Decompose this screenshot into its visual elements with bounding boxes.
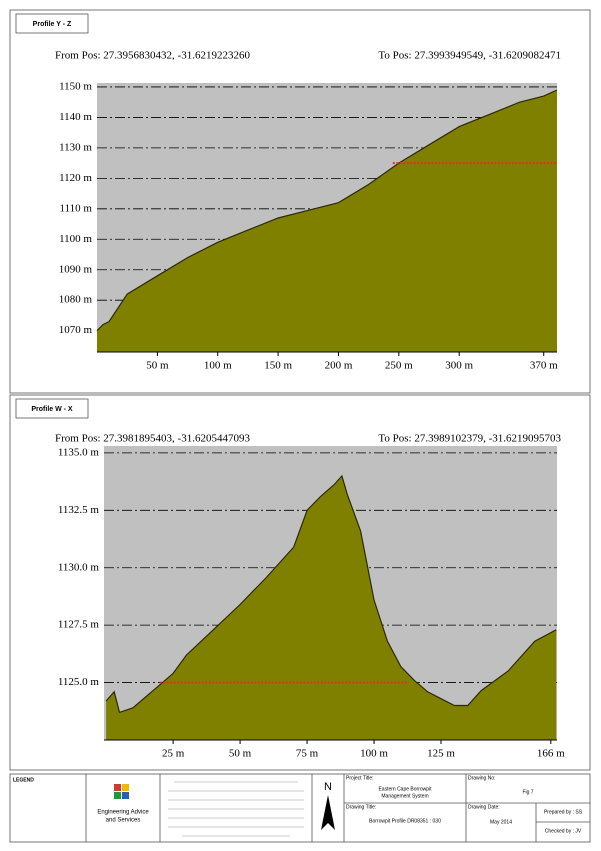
footer-box xyxy=(9,773,591,843)
from-position: From Pos: 27.3956830432, -31.6219223260 xyxy=(55,50,250,62)
x-tick-label: 50 m xyxy=(229,748,252,760)
x-tick-label: 200 m xyxy=(325,360,353,372)
company: and Services xyxy=(106,818,141,824)
north-arrow xyxy=(321,795,335,830)
panel-label: Profile Y - Z xyxy=(33,21,72,28)
legend-label: LEGEND xyxy=(13,777,34,783)
prepared-by: Prepared by : SS xyxy=(544,809,583,815)
y-tick-label: 1110 m xyxy=(60,202,93,214)
panel-label: Profile W - X xyxy=(31,406,73,413)
drawing-date: May 2014 xyxy=(490,819,512,825)
x-tick-label: 150 m xyxy=(264,360,292,372)
field-label: Drawing Title: xyxy=(346,804,376,810)
area xyxy=(96,89,558,332)
title-block: LEGEND Engineering Advice and Services N… xyxy=(9,773,591,843)
logo xyxy=(114,792,121,799)
x-tick-label: 100 m xyxy=(204,360,232,372)
y-tick-label: 1150 m xyxy=(59,80,92,92)
to-position: To Pos: 27.3989102379, -31.6219095703 xyxy=(378,433,561,445)
checked-by: Checked by : JV xyxy=(545,828,582,834)
disclaimer xyxy=(168,781,304,837)
x-tick-label: 250 m xyxy=(385,360,413,372)
panel-label-box xyxy=(15,398,89,419)
field-label: Project Title: xyxy=(346,775,374,781)
y-tick-label: 1135.0 m xyxy=(58,446,100,458)
x-tick-label: 370 m xyxy=(530,360,558,372)
y-tick-label: 1070 m xyxy=(59,324,93,336)
x-tick-label: 50 m xyxy=(146,360,169,372)
x-tick-label: 75 m xyxy=(296,748,319,760)
y-tick-label: 1132.5 m xyxy=(58,504,100,516)
logo xyxy=(114,784,121,791)
y-tick-label: 1125.0 m xyxy=(58,676,100,688)
x-tick-label: 100 m xyxy=(360,748,388,760)
panel xyxy=(9,9,591,394)
company: Engineering Advice xyxy=(97,810,149,816)
y-tick-label: 1130.0 m xyxy=(58,561,100,573)
project-title: Eastern Cape Borrowpit xyxy=(378,786,432,792)
y-tick-label: 1100 m xyxy=(59,233,92,245)
panel-label-box xyxy=(15,13,89,34)
y-tick-label: 1140 m xyxy=(59,111,92,123)
y-tick-label: 1127.5 m xyxy=(58,619,100,631)
panel xyxy=(9,394,591,771)
x-tick-label: 25 m xyxy=(162,748,185,760)
y-tick-label: 1080 m xyxy=(59,294,93,306)
from-position: From Pos: 27.3981895403, -31.6205447093 xyxy=(55,433,250,445)
x-tick-label: 125 m xyxy=(427,748,455,760)
area-fill xyxy=(106,475,557,740)
drawing-title: Borrowpit Profile DR08351 : 030 xyxy=(369,818,441,824)
logo xyxy=(122,792,129,799)
area xyxy=(105,474,557,714)
drawing-no: Fig 7 xyxy=(522,789,533,795)
y-tick-label: 1090 m xyxy=(59,263,93,275)
y-tick-label: 1130 m xyxy=(59,141,92,153)
x-tick-label: 166 m xyxy=(537,748,565,760)
project-title: Management System xyxy=(381,793,428,799)
logo xyxy=(122,784,129,791)
north-label: N xyxy=(324,781,332,793)
area-fill xyxy=(97,90,557,352)
y-tick-label: 1120 m xyxy=(59,172,92,184)
field-label: Drawing No: xyxy=(468,775,496,781)
to-position: To Pos: 27.3993949549, -31.6209082471 xyxy=(378,50,561,62)
x-tick-label: 300 m xyxy=(445,360,473,372)
field-label: Drawing Date: xyxy=(468,804,500,810)
